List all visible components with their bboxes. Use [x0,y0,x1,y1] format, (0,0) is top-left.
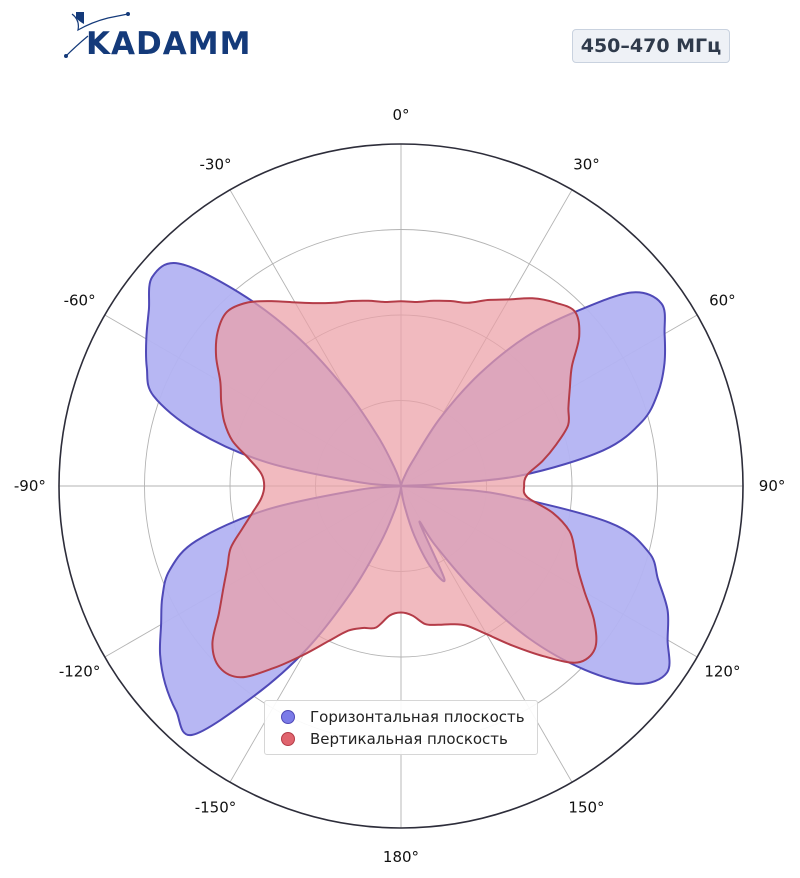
logo-text: KADAMM [86,26,251,62]
angle-tick-label: 90° [759,477,786,495]
angle-tick-labels: 0° 30° 60° 90° 120° 150° 180° -150° -120° -90° -60… [14,106,785,866]
angle-tick-label: 120° [704,663,740,681]
angle-tick-label: -120° [59,663,101,681]
angle-tick-label: 30° [573,156,600,174]
polar-outer-ring [58,143,744,829]
angle-tick-label: -60° [64,292,96,310]
legend-label-horizontal: Горизонтальная плоскость [310,708,525,726]
legend-item-vertical: Вертикальная плоскость [281,728,537,750]
legend-swatch-vertical [281,732,295,746]
polar-frame [58,143,744,829]
angle-tick-label: 150° [568,798,604,816]
chart-legend: Горизонтальная плоскость Вертикальная пл… [264,700,538,755]
angle-tick-label: -90° [14,477,46,495]
angle-tick-label: 0° [392,106,409,124]
angle-tick-label: -30° [200,156,232,174]
logo-mark: KADAMM [64,12,251,62]
angle-tick-label: 60° [709,292,736,310]
kadamm-logo: KADAMM [62,6,262,64]
legend-label-vertical: Вертикальная плоскость [310,730,508,748]
series-vertical-plane [211,297,598,679]
legend-item-horizontal: Горизонтальная плоскость [281,706,537,728]
angle-tick-label: -150° [195,798,237,816]
legend-swatch-horizontal [281,710,295,724]
angle-tick-label: 180° [383,848,419,866]
chart-series [144,262,671,736]
frequency-badge: 450–470 МГц [572,29,730,63]
